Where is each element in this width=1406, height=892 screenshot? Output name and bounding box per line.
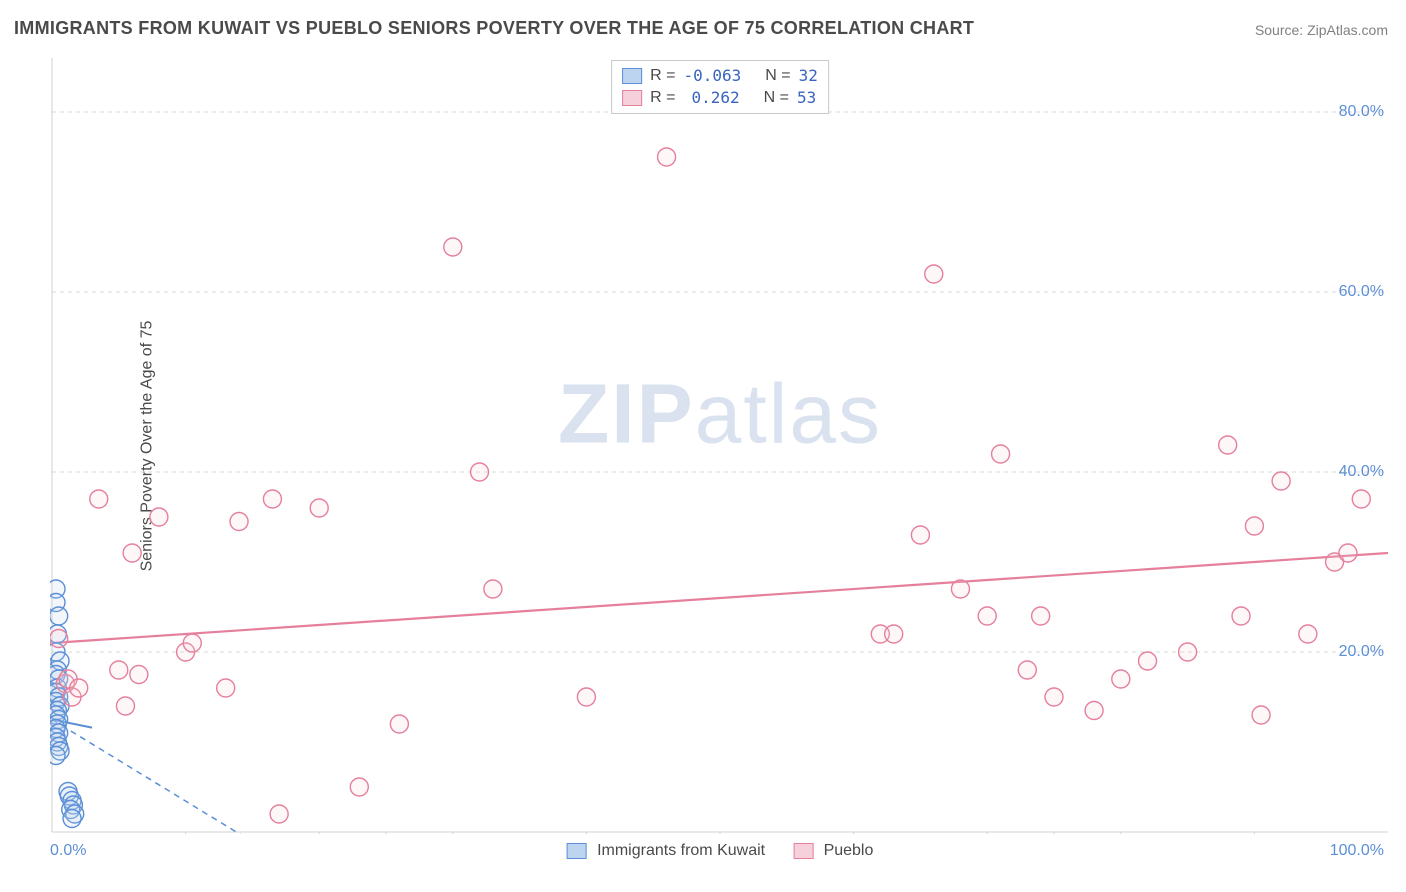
legend-swatch: [622, 68, 642, 84]
legend-swatch: [793, 843, 813, 859]
legend-r-value: 0.262: [683, 87, 739, 109]
legend-n-label: N =: [765, 65, 790, 87]
legend-label: Pueblo: [824, 842, 874, 859]
legend-r-value: -0.063: [683, 65, 741, 87]
chart-title: IMMIGRANTS FROM KUWAIT VS PUEBLO SENIORS…: [14, 18, 974, 39]
legend-n-value: 32: [799, 65, 818, 87]
source-label: Source: ZipAtlas.com: [1255, 22, 1388, 38]
legend-series: Immigrants from Kuwait Pueblo: [567, 842, 874, 860]
y-tick-label: 80.0%: [1339, 103, 1384, 121]
y-tick-label: 40.0%: [1339, 463, 1384, 481]
y-tick-label: 20.0%: [1339, 643, 1384, 661]
x-axis-min-label: 0.0%: [50, 842, 86, 860]
y-tick-label: 60.0%: [1339, 283, 1384, 301]
legend-stats-row: R = 0.262 N = 53: [622, 87, 818, 109]
legend-swatch: [622, 90, 642, 106]
legend-label: Immigrants from Kuwait: [597, 842, 765, 859]
legend-item: Pueblo: [793, 842, 873, 860]
legend-item: Immigrants from Kuwait: [567, 842, 766, 860]
plot-area: ZIPatlas R = -0.063 N = 32 R = 0.262 N =…: [50, 56, 1390, 834]
legend-n-label: N =: [764, 87, 789, 109]
legend-r-label: R =: [650, 87, 675, 109]
legend-swatch: [567, 843, 587, 859]
legend-stats-row: R = -0.063 N = 32: [622, 65, 818, 87]
chart-svg: [50, 56, 1390, 834]
x-axis-max-label: 100.0%: [1330, 842, 1384, 860]
legend-r-label: R =: [650, 65, 675, 87]
legend-stats: R = -0.063 N = 32 R = 0.262 N = 53: [611, 60, 829, 114]
legend-n-value: 53: [797, 87, 816, 109]
